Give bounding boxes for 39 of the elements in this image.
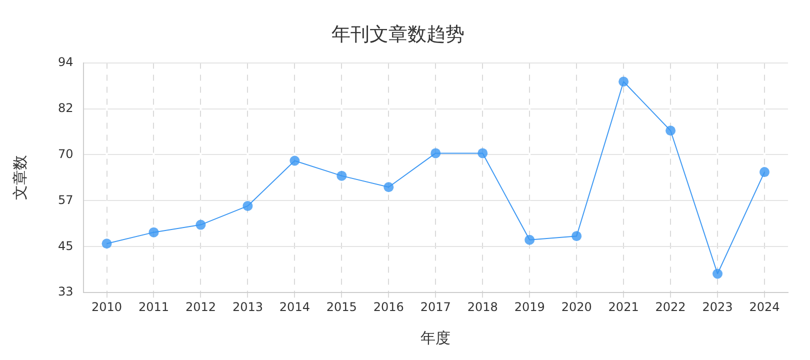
x-tick-label: 2021 — [608, 300, 639, 314]
point — [336, 170, 347, 181]
x-tick-label: 2013 — [232, 300, 263, 314]
x-tick-label: 2018 — [467, 300, 498, 314]
y-tick-label: 82 — [58, 100, 74, 115]
point — [760, 167, 770, 178]
x-tick-label: 2019 — [514, 300, 545, 314]
point — [712, 268, 723, 279]
point — [196, 220, 206, 230]
point — [290, 156, 300, 166]
point — [666, 126, 676, 136]
y-tick-label: 94 — [58, 54, 74, 69]
x-tick-label: 2024 — [749, 300, 780, 314]
point — [242, 200, 253, 211]
x-tick-label: 2017 — [420, 300, 451, 314]
x-tick-label: 2011 — [138, 300, 170, 314]
point — [618, 76, 629, 87]
point — [384, 182, 394, 192]
x-tick-label: 2020 — [561, 300, 592, 314]
chart-title: 年刊文章数趋势 — [332, 23, 464, 46]
y-tick-label: 45 — [58, 238, 74, 253]
y-tick-label: 33 — [58, 284, 74, 299]
x-axis-title: 年度 — [420, 328, 451, 347]
x-tick-label: 2016 — [373, 300, 404, 314]
point — [102, 238, 112, 249]
y-axis-title: 文章数 — [10, 155, 29, 200]
point — [524, 234, 535, 245]
x-tick-label: 2023 — [702, 300, 733, 314]
x-tick-label: 2015 — [326, 300, 357, 314]
point — [478, 148, 488, 158]
x-tick-label: 2012 — [185, 300, 216, 314]
y-tick-label: 57 — [58, 192, 74, 207]
x-tick-label: 2022 — [655, 300, 686, 314]
x-tick-label: 2010 — [91, 300, 122, 314]
point — [430, 148, 441, 158]
y-tick-label: 70 — [58, 146, 74, 161]
point — [572, 231, 582, 242]
x-tick-label: 2014 — [279, 300, 310, 314]
point — [148, 227, 159, 238]
